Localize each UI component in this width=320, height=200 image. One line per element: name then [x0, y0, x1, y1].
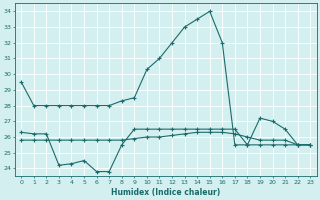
X-axis label: Humidex (Indice chaleur): Humidex (Indice chaleur)	[111, 188, 220, 197]
